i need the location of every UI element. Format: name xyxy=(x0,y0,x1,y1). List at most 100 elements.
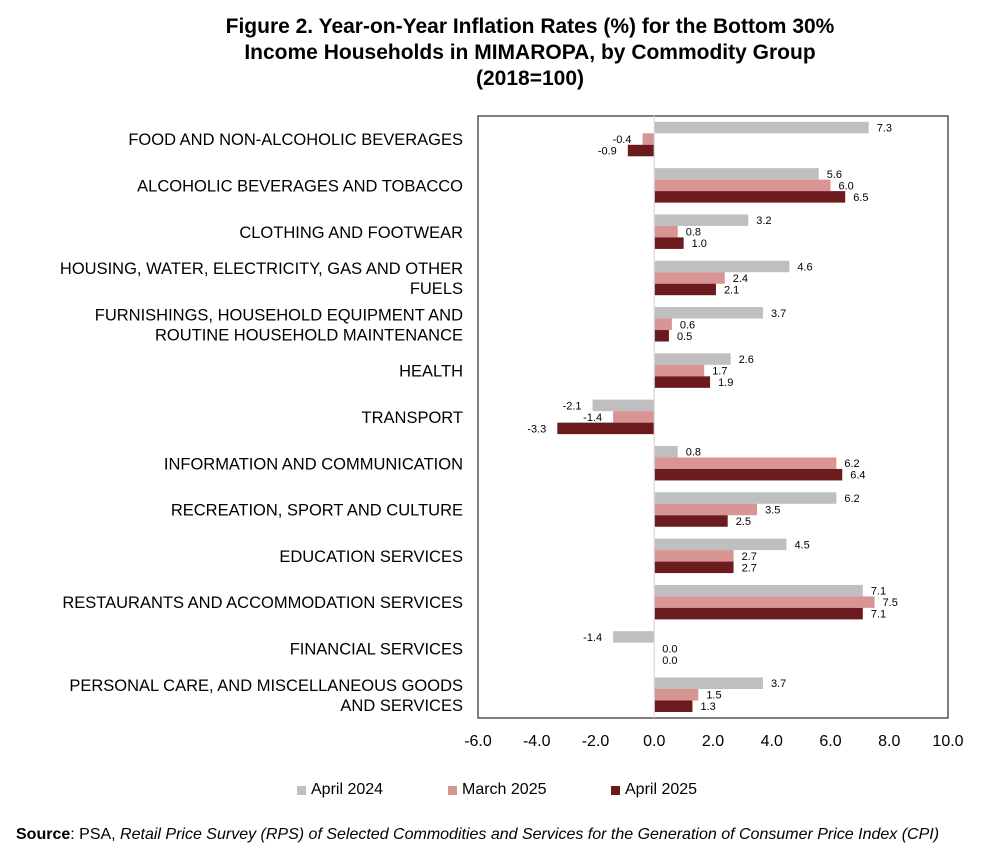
data-label: 2.6 xyxy=(739,354,754,366)
legend-label: April 2024 xyxy=(311,781,384,798)
bar xyxy=(654,260,790,273)
data-label: 2.1 xyxy=(724,284,739,296)
bar xyxy=(654,457,837,469)
bar xyxy=(654,121,869,134)
bar xyxy=(654,191,846,203)
bar xyxy=(654,468,843,481)
category-label: HOUSING, WATER, ELECTRICITY, GAS AND OTH… xyxy=(60,260,463,298)
x-tick-label: -2.0 xyxy=(582,733,610,750)
data-label: 7.3 xyxy=(877,123,892,135)
bar xyxy=(654,607,863,620)
bar xyxy=(654,492,837,504)
data-label: -2.1 xyxy=(563,400,582,412)
bar xyxy=(654,515,728,527)
bar xyxy=(627,144,655,157)
bar xyxy=(654,330,669,342)
bar xyxy=(654,353,731,365)
data-label: -0.9 xyxy=(598,146,617,158)
bar xyxy=(654,561,734,574)
data-label: 7.5 xyxy=(883,597,898,609)
bar xyxy=(613,631,655,643)
data-label: 7.1 xyxy=(871,609,886,621)
data-label: 0.0 xyxy=(662,655,677,667)
data-label: 3.7 xyxy=(771,678,786,690)
data-label: 6.4 xyxy=(850,470,865,482)
data-label: 1.0 xyxy=(692,238,707,250)
legend-swatch-april-2025 xyxy=(611,785,620,795)
bar xyxy=(654,364,705,377)
bar xyxy=(654,376,711,388)
bar xyxy=(654,550,734,562)
data-label: 0.8 xyxy=(686,227,701,239)
chart-title-line: Figure 2. Year-on-Year Inflation Rates (… xyxy=(225,15,835,38)
x-tick-label: 4.0 xyxy=(761,733,783,750)
legend-swatch-march-2025 xyxy=(448,785,457,795)
legend-label: March 2025 xyxy=(462,781,547,798)
bar xyxy=(642,133,655,145)
data-label: 1.3 xyxy=(700,701,715,713)
data-label: 1.9 xyxy=(718,377,733,389)
data-label: 1.5 xyxy=(706,690,721,702)
bar xyxy=(654,584,863,597)
source-prefix: : PSA, xyxy=(70,826,121,843)
x-tick-label: 8.0 xyxy=(878,733,900,750)
legend-swatch-april-2024 xyxy=(297,785,306,795)
bar xyxy=(654,272,725,284)
bar xyxy=(654,503,758,516)
data-label: 2.4 xyxy=(733,273,748,285)
data-label: 0.8 xyxy=(686,447,701,459)
data-label: 4.6 xyxy=(797,261,812,273)
data-label: 5.6 xyxy=(827,169,842,181)
bar xyxy=(654,237,684,249)
bar xyxy=(654,445,678,458)
bar xyxy=(654,307,763,319)
category-label: CLOTHING AND FOOTWEAR xyxy=(239,224,463,242)
data-label: -1.4 xyxy=(583,412,602,424)
data-label: 2.5 xyxy=(736,516,751,528)
bar xyxy=(654,318,672,331)
bar xyxy=(654,596,875,608)
category-label: HEALTH xyxy=(399,363,463,381)
x-tick-label: 10.0 xyxy=(932,733,963,750)
bar xyxy=(654,168,819,180)
data-label: 4.5 xyxy=(794,539,809,551)
data-label: 2.7 xyxy=(742,562,757,574)
category-label: RECREATION, SPORT AND CULTURE xyxy=(171,502,463,520)
chart-title-line: Income Households in MIMAROPA, by Commod… xyxy=(244,41,816,64)
category-label: TRANSPORT xyxy=(362,409,463,427)
legend-item-april-2025: April 2025 xyxy=(611,781,697,799)
category-label: PERSONAL CARE, AND MISCELLANEOUS GOODS AN… xyxy=(69,677,463,715)
bar xyxy=(557,422,655,435)
category-label: RESTAURANTS AND ACCOMMODATION SERVICES xyxy=(62,594,463,612)
bar xyxy=(654,677,763,689)
legend-label: April 2025 xyxy=(625,781,698,798)
category-label: FOOD AND NON-ALCOHOLIC BEVERAGES xyxy=(128,131,463,149)
category-label: FINANCIAL SERVICES xyxy=(290,641,463,659)
x-tick-label: -4.0 xyxy=(523,733,551,750)
data-label: 2.7 xyxy=(742,551,757,563)
data-label: 6.5 xyxy=(853,192,868,204)
bar xyxy=(654,700,693,712)
bar xyxy=(654,283,716,296)
bar xyxy=(654,688,699,701)
data-label: 0.5 xyxy=(677,331,692,343)
x-tick-label: 2.0 xyxy=(702,733,724,750)
bar-chart: 7.3 -0.4-0.9 FOOD AND NON-ALCOHOLIC BEVERA… xyxy=(60,115,964,750)
data-label: -3.3 xyxy=(527,423,546,435)
x-tick-label: 0.0 xyxy=(643,733,665,750)
chart-title-line: (2018=100) xyxy=(475,67,584,90)
data-label: -0.4 xyxy=(613,134,632,146)
plot-area-border xyxy=(477,115,949,719)
data-label: 0.0 xyxy=(662,643,677,655)
legend-item-march-2025: March 2025 xyxy=(448,781,547,799)
bar xyxy=(654,179,831,192)
data-label: 6.2 xyxy=(844,493,859,505)
data-label: 3.5 xyxy=(765,505,780,517)
data-label: 1.7 xyxy=(712,366,727,378)
data-label: 7.1 xyxy=(871,586,886,598)
x-tick-label: 6.0 xyxy=(819,733,841,750)
bar xyxy=(654,225,678,238)
data-label: 6.0 xyxy=(839,180,854,192)
bar xyxy=(592,399,655,412)
category-label: ALCOHOLIC BEVERAGES AND TOBACCO xyxy=(137,177,463,195)
